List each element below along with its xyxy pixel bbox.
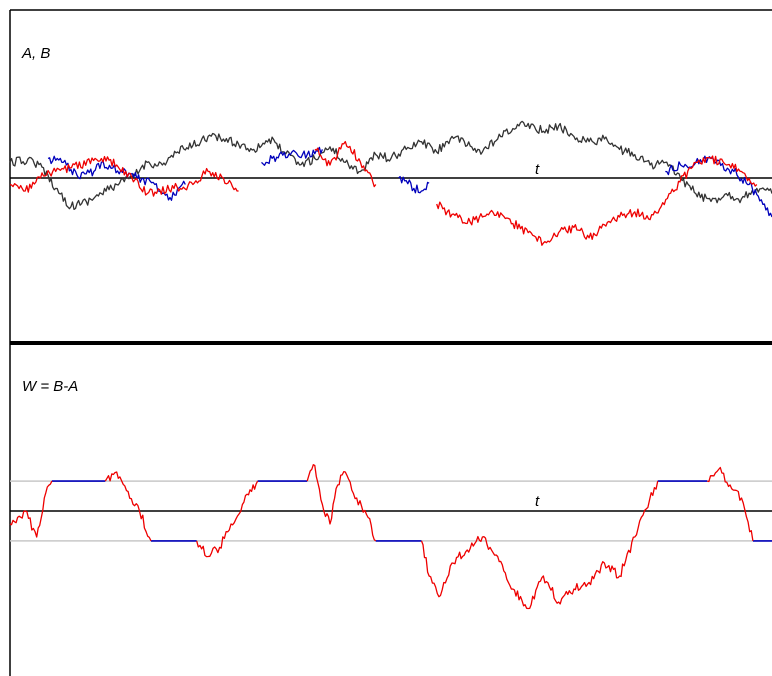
series-layer-bottom [9,464,772,610]
panel-w: W = B-A t [9,378,772,610]
series-line [9,140,758,246]
panel-a-b-title: A, B [21,45,50,62]
series-line [47,146,772,218]
series-layer-top [9,120,772,246]
series-line [9,464,754,610]
series-line [9,120,772,211]
time-axis-label-bottom: t [535,493,540,510]
panel-a-b: A, B t [9,45,772,246]
time-axis-label-top: t [535,161,540,178]
panel-w-title: W = B-A [22,378,78,395]
